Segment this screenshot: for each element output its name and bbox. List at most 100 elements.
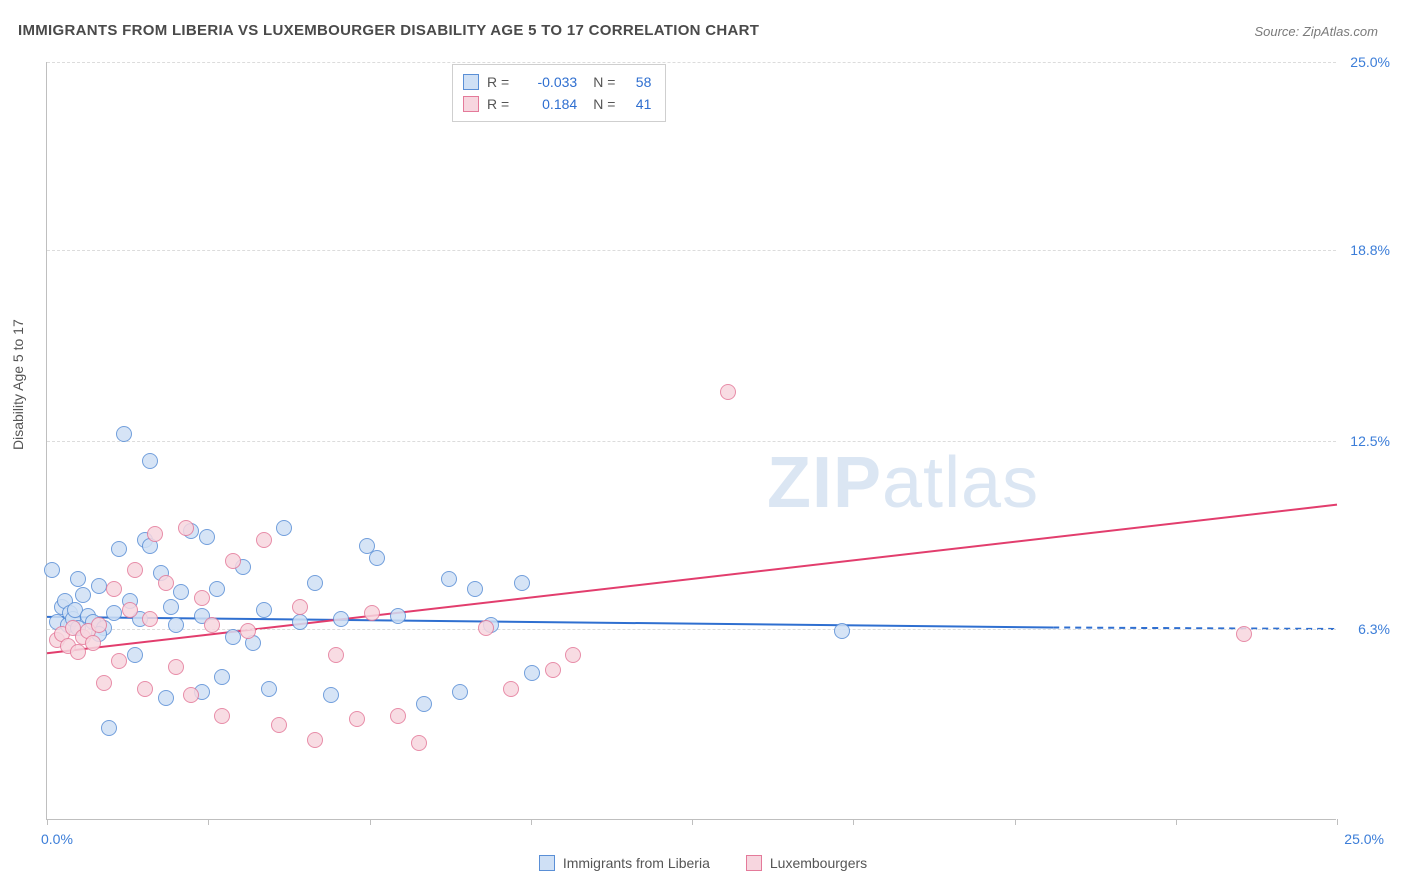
data-point-lux (390, 708, 406, 724)
chart-title: IMMIGRANTS FROM LIBERIA VS LUXEMBOURGER … (18, 22, 759, 39)
data-point-liberia (333, 611, 349, 627)
data-point-lux (240, 623, 256, 639)
data-point-lux (70, 644, 86, 660)
data-point-liberia (209, 581, 225, 597)
data-point-liberia (524, 665, 540, 681)
y-tick-label: 18.8% (1350, 242, 1390, 258)
data-point-liberia (834, 623, 850, 639)
gridline (47, 62, 1336, 63)
data-point-liberia (441, 571, 457, 587)
data-point-lux (364, 605, 380, 621)
n-label: N = (593, 93, 615, 115)
data-point-liberia (276, 520, 292, 536)
legend-swatch-liberia (463, 74, 479, 90)
gridline (47, 441, 1336, 442)
x-tick (47, 819, 48, 825)
data-point-liberia (168, 617, 184, 633)
data-point-liberia (390, 608, 406, 624)
data-point-lux (142, 611, 158, 627)
source-prefix: Source: (1254, 24, 1302, 39)
data-point-lux (96, 675, 112, 691)
data-point-lux (503, 681, 519, 697)
data-point-lux (328, 647, 344, 663)
data-point-lux (111, 653, 127, 669)
legend-swatch-lux (746, 855, 762, 871)
legend-label-lux: Luxembourgers (770, 855, 867, 871)
legend-label-liberia: Immigrants from Liberia (563, 855, 710, 871)
y-axis-label: Disability Age 5 to 17 (10, 319, 26, 450)
gridline (47, 250, 1336, 251)
x-axis-min-label: 0.0% (41, 831, 73, 847)
data-point-lux (106, 581, 122, 597)
data-point-liberia (256, 602, 272, 618)
r-label: R = (487, 93, 509, 115)
data-point-liberia (199, 529, 215, 545)
data-point-lux (147, 526, 163, 542)
n-label: N = (593, 71, 615, 93)
n-value-lux: 41 (623, 93, 651, 115)
legend-swatch-liberia (539, 855, 555, 871)
plot-area: ZIPatlas 0.0% 25.0% 6.3%12.5%18.8%25.0% (46, 62, 1336, 820)
data-point-lux (204, 617, 220, 633)
data-point-lux (194, 590, 210, 606)
data-point-lux (720, 384, 736, 400)
data-point-lux (158, 575, 174, 591)
data-point-lux (137, 681, 153, 697)
data-point-lux (183, 687, 199, 703)
x-tick (1176, 819, 1177, 825)
r-value-lux: 0.184 (517, 93, 577, 115)
data-point-liberia (369, 550, 385, 566)
data-point-lux (271, 717, 287, 733)
data-point-liberia (163, 599, 179, 615)
data-point-lux (122, 602, 138, 618)
data-point-liberia (127, 647, 143, 663)
data-point-lux (168, 659, 184, 675)
data-point-liberia (225, 629, 241, 645)
x-tick (1015, 819, 1016, 825)
x-tick (853, 819, 854, 825)
series-legend: Immigrants from Liberia Luxembourgers (0, 855, 1406, 874)
data-point-liberia (70, 571, 86, 587)
data-point-liberia (323, 687, 339, 703)
data-point-liberia (307, 575, 323, 591)
data-point-liberia (101, 720, 117, 736)
data-point-lux (1236, 626, 1252, 642)
data-point-lux (349, 711, 365, 727)
data-point-lux (85, 635, 101, 651)
data-point-liberia (158, 690, 174, 706)
data-point-lux (411, 735, 427, 751)
correlation-legend: R =-0.033N =58R =0.184N =41 (452, 64, 666, 122)
source-link[interactable]: ZipAtlas.com (1303, 24, 1378, 39)
data-point-liberia (142, 453, 158, 469)
data-point-lux (178, 520, 194, 536)
data-point-liberia (173, 584, 189, 600)
data-point-liberia (416, 696, 432, 712)
legend-item-liberia: Immigrants from Liberia (539, 855, 710, 871)
source-attribution: Source: ZipAtlas.com (1254, 24, 1378, 39)
data-point-lux (478, 620, 494, 636)
data-point-liberia (91, 578, 107, 594)
data-point-liberia (44, 562, 60, 578)
legend-swatch-lux (463, 96, 479, 112)
x-tick (1337, 819, 1338, 825)
legend-row-liberia: R =-0.033N =58 (463, 71, 651, 93)
data-point-liberia (292, 614, 308, 630)
data-point-liberia (452, 684, 468, 700)
data-point-liberia (514, 575, 530, 591)
n-value-liberia: 58 (623, 71, 651, 93)
legend-item-lux: Luxembourgers (746, 855, 867, 871)
x-tick (692, 819, 693, 825)
x-tick (370, 819, 371, 825)
data-point-liberia (111, 541, 127, 557)
data-point-liberia (261, 681, 277, 697)
data-point-liberia (467, 581, 483, 597)
legend-row-lux: R = 0.184 N = 41 (463, 93, 651, 115)
data-point-lux (292, 599, 308, 615)
y-tick-label: 25.0% (1350, 54, 1390, 70)
data-point-lux (225, 553, 241, 569)
data-point-lux (256, 532, 272, 548)
y-tick-label: 12.5% (1350, 433, 1390, 449)
x-axis-max-label: 25.0% (1344, 831, 1384, 847)
data-point-liberia (214, 669, 230, 685)
data-point-lux (127, 562, 143, 578)
